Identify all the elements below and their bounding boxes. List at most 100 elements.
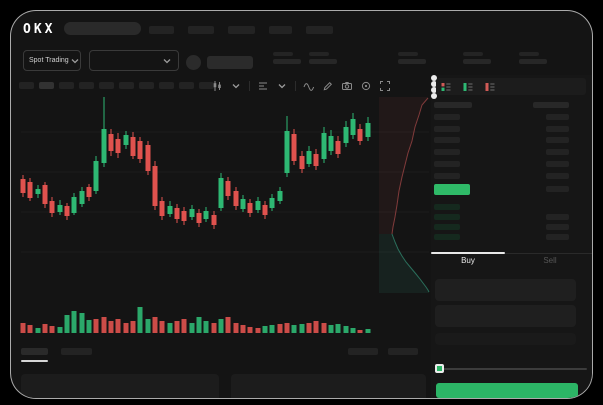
- pair-coin-icon: [186, 55, 201, 70]
- orderbook-trade-panel: Buy Sell: [431, 75, 592, 398]
- toolbar-divider: [249, 81, 250, 91]
- bid-row-price[interactable]: [434, 214, 460, 220]
- topnav-item[interactable]: [149, 26, 174, 34]
- topnav-item[interactable]: [228, 26, 255, 34]
- ask-row-amount: [546, 161, 569, 167]
- amount-input[interactable]: [435, 305, 576, 327]
- orderbook-header-amount: [533, 102, 569, 108]
- timeframe-toolbar: [19, 82, 214, 89]
- bid-row-price[interactable]: [434, 204, 460, 210]
- ask-row-amount: [546, 173, 569, 179]
- amount-slider-handle[interactable]: [435, 364, 444, 373]
- book-asks-icon[interactable]: [484, 81, 496, 93]
- tabs-divider: [431, 253, 592, 254]
- bid-row-amount: [546, 224, 569, 230]
- ticker-stat-value: [463, 59, 491, 64]
- market-type-selector[interactable]: Spot Trading: [23, 50, 81, 71]
- camera-icon[interactable]: [341, 80, 353, 92]
- bid-row-amount: [546, 214, 569, 220]
- orderbook-header-price: [434, 102, 472, 108]
- topnav-item[interactable]: [306, 26, 333, 34]
- volume-bars-layer: [20, 307, 371, 333]
- ask-row-amount: [546, 137, 569, 143]
- order-history-panel: [231, 374, 426, 398]
- ticker-stat-value: [309, 59, 337, 64]
- bottom-action-pill[interactable]: [348, 348, 378, 355]
- book-bids-icon[interactable]: [462, 81, 474, 93]
- ask-row-price[interactable]: [434, 149, 460, 155]
- ask-row-price[interactable]: [434, 137, 460, 143]
- bid-row-amount: [546, 234, 569, 240]
- bottom-tab[interactable]: [61, 348, 92, 355]
- app-window: OKX Spot Trading: [10, 10, 593, 399]
- ticker-stat-label: [273, 52, 293, 56]
- timeframe-pill[interactable]: [159, 82, 174, 89]
- timeframe-pill[interactable]: [59, 82, 74, 89]
- topnav-item[interactable]: [269, 26, 292, 34]
- open-orders-panel: [21, 374, 219, 398]
- slider-tick[interactable]: [431, 87, 437, 93]
- topnav-menu: [149, 26, 333, 34]
- tab-sell[interactable]: Sell: [543, 256, 557, 265]
- slider-tick[interactable]: [431, 93, 437, 99]
- tab-buy[interactable]: Buy: [461, 256, 475, 265]
- settings-icon[interactable]: [360, 80, 372, 92]
- amount-slider-track[interactable]: [439, 368, 587, 370]
- bottom-action-pill[interactable]: [388, 348, 418, 355]
- chevron-down-icon: [161, 55, 173, 67]
- fullscreen-icon[interactable]: [379, 80, 391, 92]
- ask-row-amount: [546, 114, 569, 120]
- timeframe-pill[interactable]: [179, 82, 194, 89]
- chevron-down-icon: [69, 55, 81, 67]
- pair-name-placeholder: [207, 56, 253, 69]
- ticker-stat-value: [398, 59, 426, 64]
- ticker-stat-label: [398, 52, 418, 56]
- bid-row-price[interactable]: [434, 234, 460, 240]
- depth-chart-layer: [379, 97, 430, 293]
- book-all-icon[interactable]: [440, 81, 452, 93]
- orderbook-view-toggles: [436, 78, 586, 95]
- indicators-icon[interactable]: [303, 80, 315, 92]
- bid-row-price[interactable]: [434, 224, 460, 230]
- chart-type-icon[interactable]: [211, 80, 223, 92]
- timeframe-pill[interactable]: [19, 82, 34, 89]
- slider-tick[interactable]: [431, 81, 437, 87]
- timeframe-pill[interactable]: [139, 82, 154, 89]
- buy-submit-button[interactable]: [436, 383, 578, 398]
- timeframe-pill[interactable]: [199, 82, 214, 89]
- overlay-icon[interactable]: [257, 80, 269, 92]
- pair-selector-dropdown[interactable]: [89, 50, 179, 71]
- ask-row-price[interactable]: [434, 173, 460, 179]
- search-input[interactable]: [64, 22, 141, 35]
- topnav-item[interactable]: [188, 26, 214, 34]
- ask-row-price[interactable]: [434, 126, 460, 132]
- ticker-stat-label: [519, 52, 539, 56]
- last-price-amount: [546, 186, 569, 192]
- chart-tools-toolbar: [211, 79, 391, 93]
- ticker-stat-label: [309, 52, 329, 56]
- price-input[interactable]: [435, 279, 576, 301]
- timeframe-pill[interactable]: [39, 82, 54, 89]
- ticker-stat-value: [273, 59, 301, 64]
- total-row: [435, 333, 576, 345]
- ask-row-amount: [546, 149, 569, 155]
- ask-row-price[interactable]: [434, 161, 460, 167]
- timeframe-pill[interactable]: [79, 82, 94, 89]
- okx-logo: OKX: [23, 22, 56, 37]
- draw-icon[interactable]: [322, 80, 334, 92]
- timeframe-pill[interactable]: [99, 82, 114, 89]
- bottom-tab-active[interactable]: [21, 348, 48, 355]
- candlestick-chart[interactable]: [19, 95, 431, 347]
- ask-row-price[interactable]: [434, 114, 460, 120]
- ask-row-amount: [546, 126, 569, 132]
- bottom-active-tab-indicator: [21, 360, 48, 362]
- candles-layer: [20, 97, 371, 229]
- chevron-down-icon[interactable]: [276, 80, 288, 92]
- chevron-down-icon[interactable]: [230, 80, 242, 92]
- toolbar-divider: [295, 81, 296, 91]
- slider-tick[interactable]: [431, 75, 437, 81]
- ticker-stat-label: [463, 52, 483, 56]
- timeframe-pill[interactable]: [119, 82, 134, 89]
- last-price-badge[interactable]: [434, 184, 470, 195]
